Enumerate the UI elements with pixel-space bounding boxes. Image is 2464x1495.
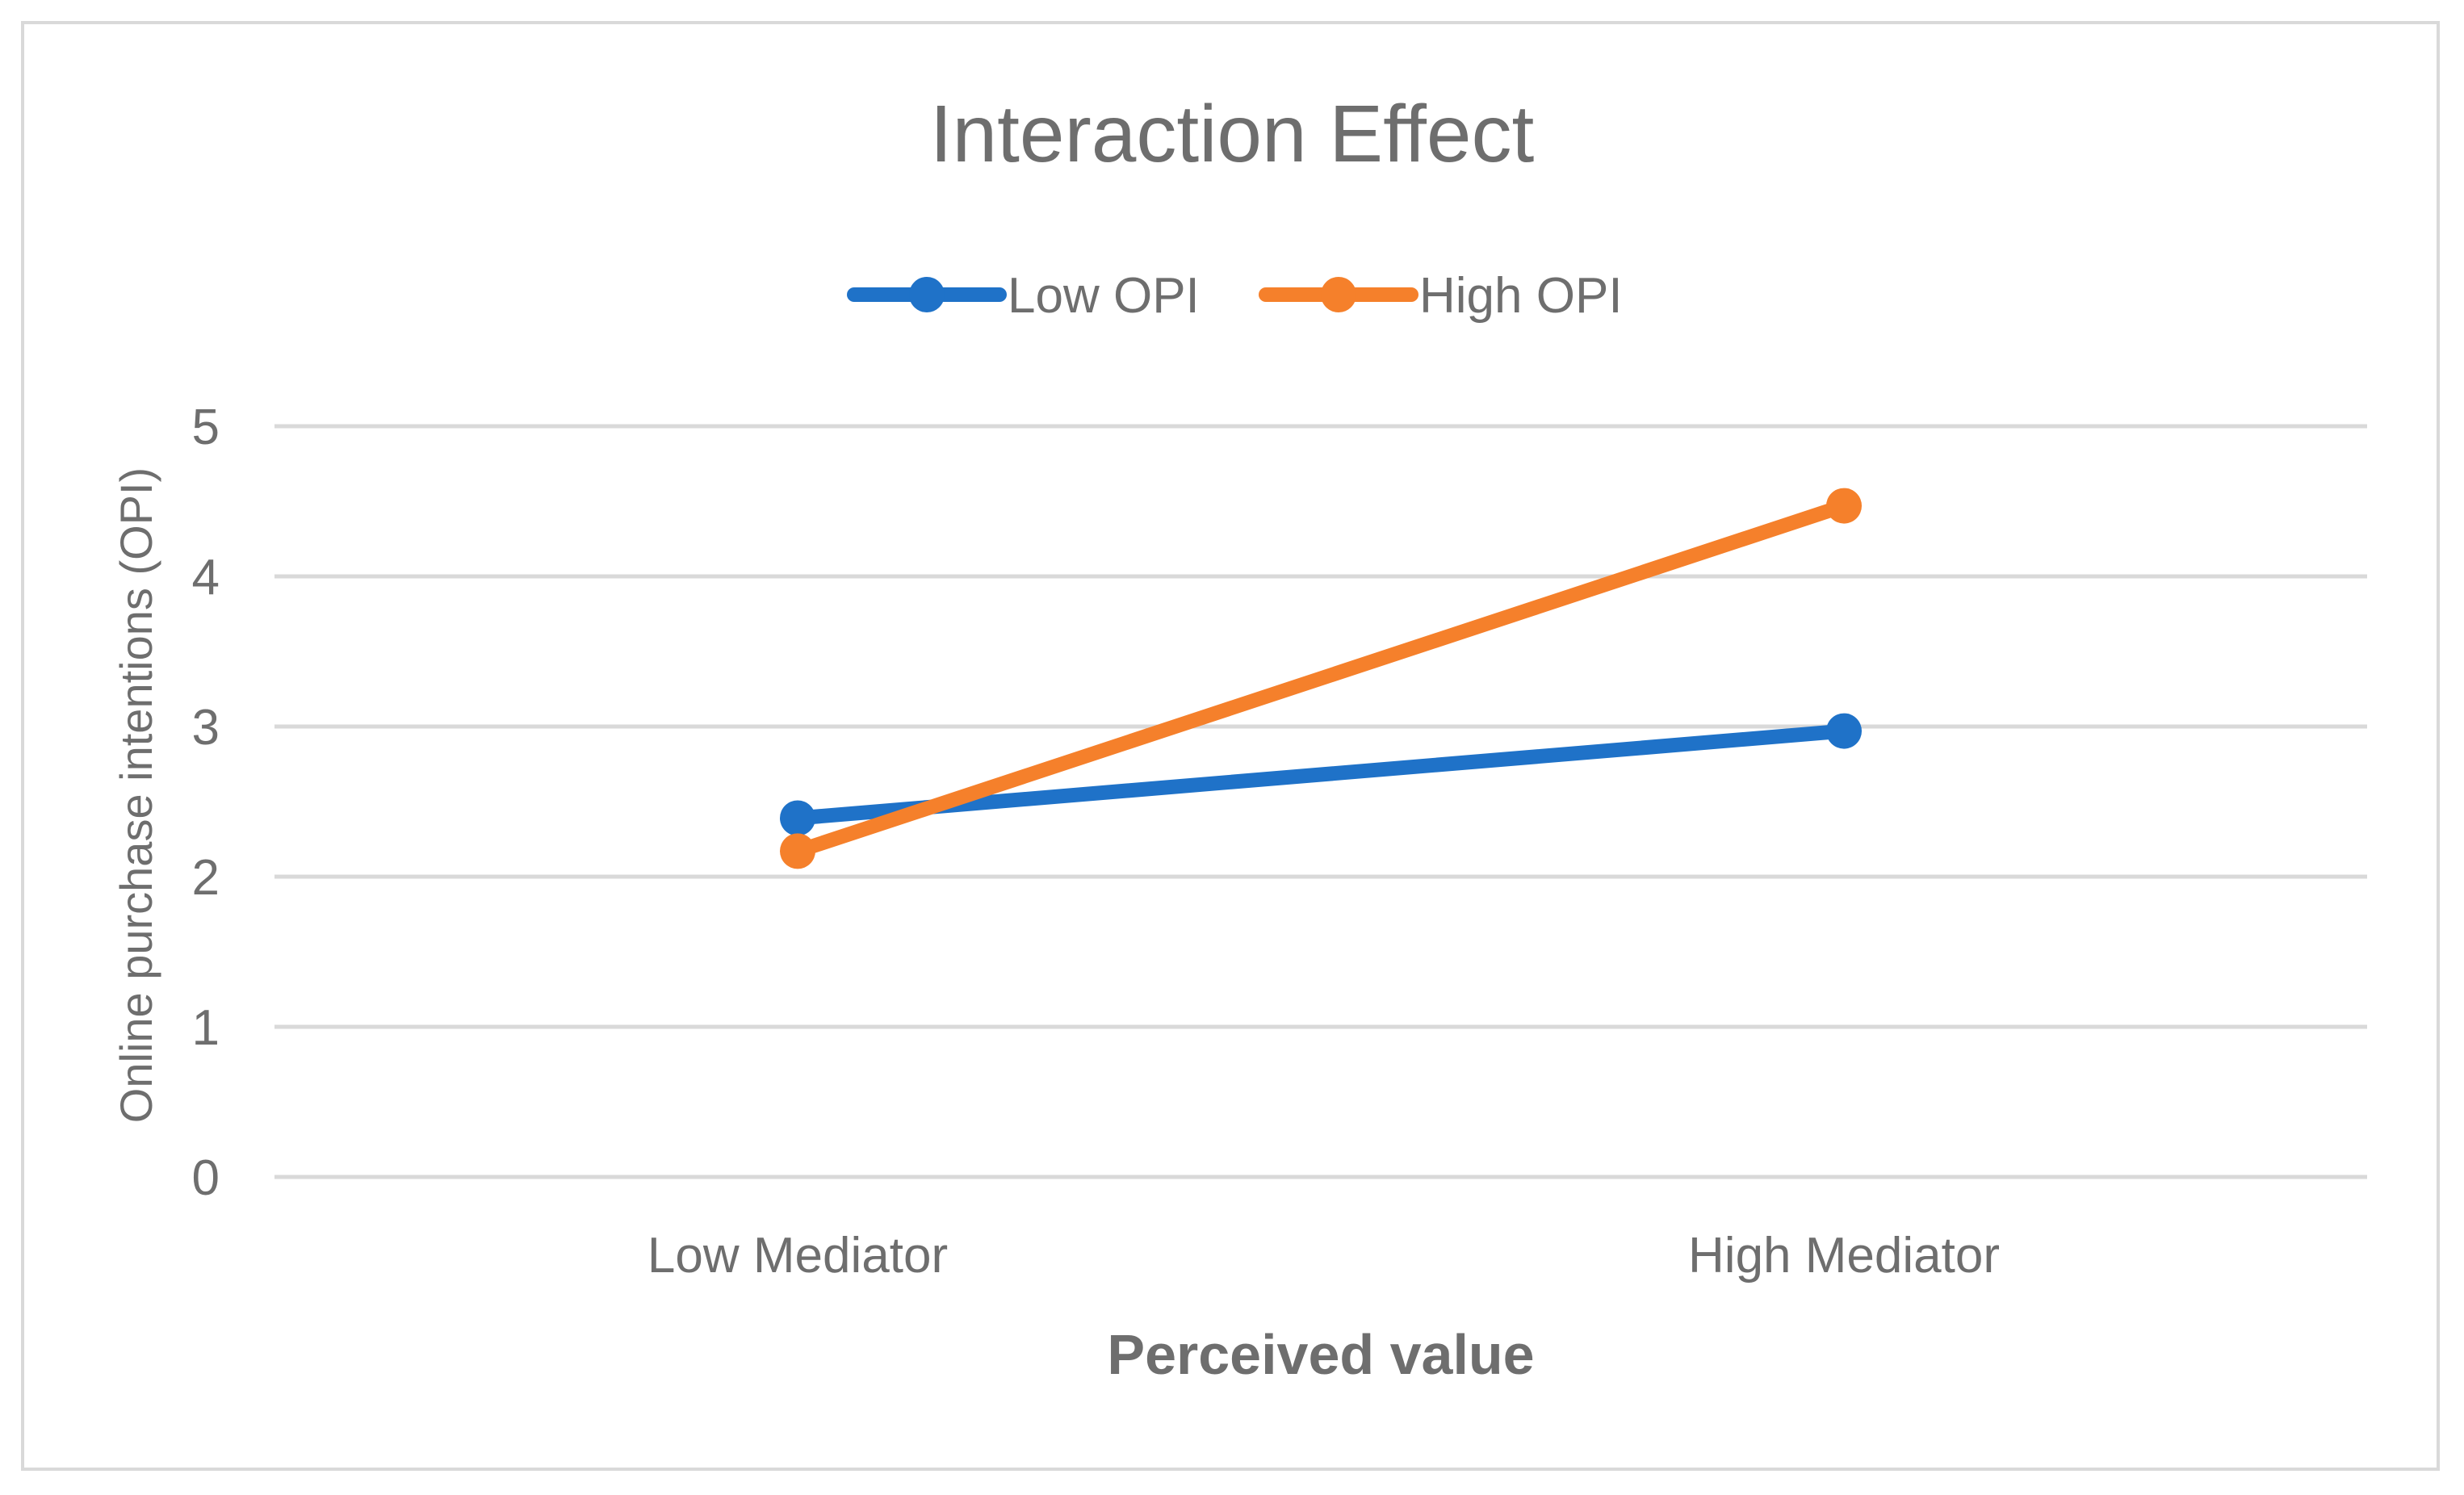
y-axis-ticks: 0 1 2 3 4 5 (192, 400, 220, 1206)
legend-label: High OPI (1419, 268, 1623, 324)
series-high-opi (780, 488, 1862, 869)
legend-item: Low OPI (847, 268, 1200, 324)
data-point[interactable] (1826, 488, 1862, 524)
data-point[interactable] (780, 833, 815, 869)
data-point[interactable] (780, 800, 815, 836)
y-axis-title: Online purchase intentions (OPI) (111, 467, 161, 1123)
y-tick-label: 0 (192, 1150, 220, 1206)
series-layer (780, 488, 1862, 869)
series-low-opi (780, 713, 1862, 836)
y-tick-label: 1 (192, 1000, 220, 1056)
y-tick-label: 3 (192, 700, 220, 756)
legend-item: High OPI (1259, 268, 1623, 324)
legend-label: Low OPI (1008, 268, 1200, 324)
gridlines (274, 424, 2367, 1179)
chart-title: Interaction Effect (930, 89, 1535, 179)
y-tick-label: 5 (192, 400, 220, 455)
x-tick-label: Low Mediator (647, 1228, 948, 1284)
x-axis-title: Perceived value (1107, 1323, 1534, 1386)
y-tick-label: 2 (192, 850, 220, 906)
data-point[interactable] (1826, 713, 1862, 749)
x-tick-label: High Mediator (1688, 1228, 2000, 1284)
legend-marker (1321, 277, 1356, 312)
legend-marker (909, 277, 945, 312)
series-line (790, 498, 1851, 859)
chart-frame (21, 21, 2440, 1471)
series-line (790, 723, 1851, 826)
x-axis-ticks: Low Mediator High Mediator (647, 1228, 2000, 1284)
legend: Low OPI High OPI (847, 268, 1623, 324)
y-tick-label: 4 (192, 550, 220, 605)
